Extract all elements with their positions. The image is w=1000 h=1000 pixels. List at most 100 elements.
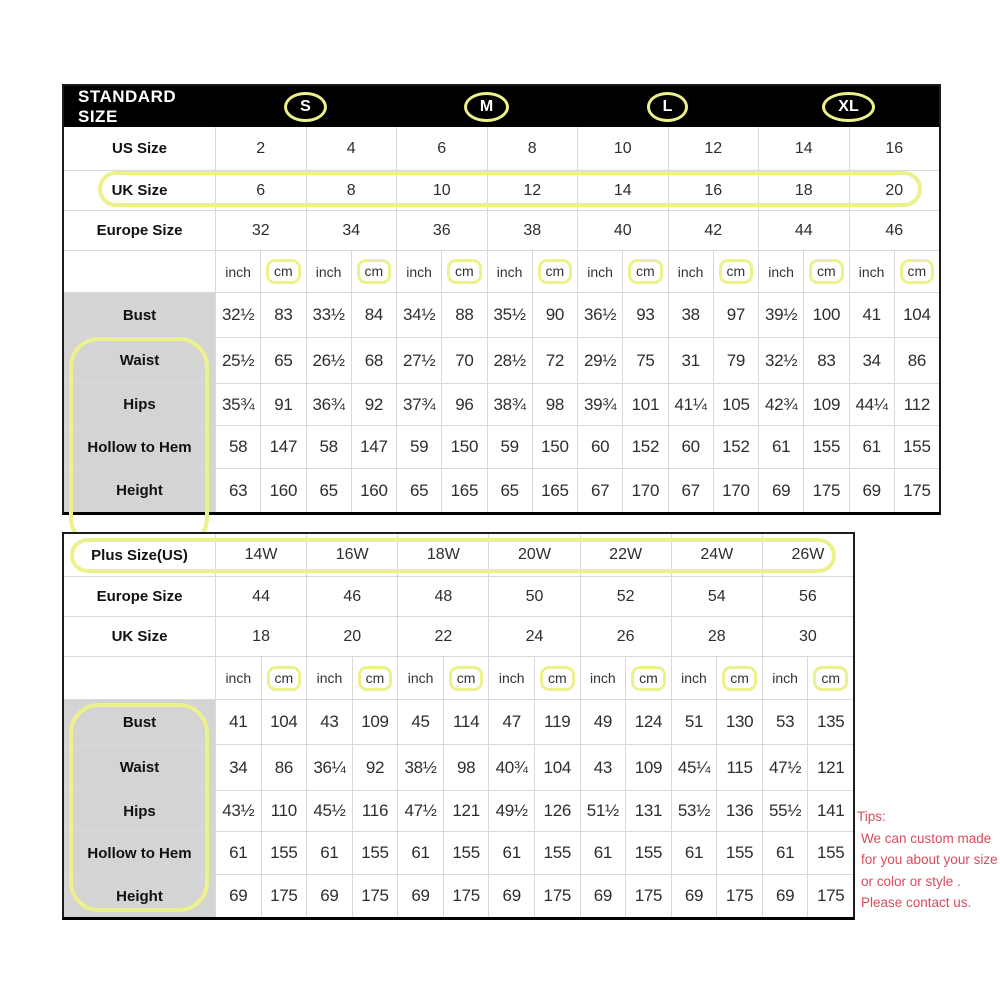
size-value-cell: 12 — [667, 127, 759, 170]
measure-row-label: Hollow to Hem — [64, 425, 215, 468]
unit-inch-cell: inch — [761, 656, 808, 699]
plus-size-table: Plus Size(US) 14W 16W 18W 20W 22W 24W 26W Europe… — [62, 532, 855, 920]
measure-value-cell: 36¾ — [305, 383, 351, 425]
measure-value-cell: 45 — [397, 699, 443, 744]
unit-cm-cell: cm — [807, 656, 853, 699]
standard-size-header: STANDARD SIZE S M L XL — [64, 86, 939, 127]
standard-size-grid: US Size 2 4 6 8 10 12 14 16 UK Size 6 8 10 12 14 16 18 20… — [64, 127, 939, 548]
measure-value-cell: 160 — [260, 468, 306, 512]
measure-value-cell: 38½ — [397, 744, 443, 790]
measure-value-cell: 155 — [260, 831, 307, 874]
measure-row-label: Height — [64, 468, 215, 512]
plus-size-grid: Plus Size(US) 14W 16W 18W 20W 22W 24W 26W Europe… — [64, 534, 853, 917]
unit-inch-cell: inch — [215, 250, 261, 292]
measure-value-cell: 59 — [486, 425, 532, 468]
size-value-cell: 36 — [396, 210, 487, 250]
measure-value-cell: 47 — [488, 699, 534, 744]
measure-value-cell: 69 — [758, 468, 804, 512]
measure-value-cell: 61 — [397, 831, 443, 874]
size-group-m: M — [396, 91, 577, 122]
size-value-cell: 48 — [397, 576, 489, 616]
measure-value-cell: 109 — [351, 699, 398, 744]
size-oval-s: S — [284, 91, 327, 122]
measure-value-cell: 79 — [712, 337, 758, 383]
size-value-cell: 14 — [577, 170, 668, 210]
measure-value-cell: 126 — [534, 790, 580, 831]
measure-value-cell: 150 — [441, 425, 487, 468]
measure-value-cell: 61 — [579, 831, 626, 874]
measure-value-cell: 100 — [803, 292, 849, 337]
cm-highlight-box: cm — [448, 665, 484, 691]
measure-value-cell: 152 — [712, 425, 758, 468]
unit-inch-cell: inch — [848, 250, 894, 292]
measure-value-cell: 39½ — [758, 292, 804, 337]
size-value-cell: 12 — [486, 170, 577, 210]
cm-highlight-box: cm — [628, 259, 663, 284]
size-value-cell: 18W — [397, 534, 488, 576]
tips-line-1: We can custom made — [861, 830, 992, 846]
measure-value-cell: 175 — [442, 874, 489, 917]
measure-value-cell: 39¾ — [577, 383, 623, 425]
measure-value-cell: 61 — [488, 831, 534, 874]
measure-row-label: Waist — [64, 337, 215, 383]
size-value-cell: 20 — [306, 616, 398, 656]
measure-value-cell: 65 — [486, 468, 532, 512]
size-value-cell: 28 — [670, 616, 762, 656]
size-value-cell: 50 — [488, 576, 580, 616]
measure-value-cell: 31 — [667, 337, 713, 383]
measure-value-cell: 92 — [351, 744, 398, 790]
measure-value-cell: 175 — [534, 874, 580, 917]
cm-highlight-box: cm — [899, 259, 935, 284]
cm-highlight-box: cm — [722, 665, 757, 691]
unit-cm-cell: cm — [351, 656, 398, 699]
size-value-cell: 18 — [758, 170, 849, 210]
measure-value-cell: 155 — [716, 831, 762, 874]
measure-value-cell: 155 — [803, 425, 849, 468]
unit-cm-cell: cm — [712, 250, 758, 292]
size-value-cell: 10 — [396, 170, 487, 210]
size-value-cell: 8 — [486, 127, 578, 170]
measure-value-cell: 83 — [803, 337, 849, 383]
measure-value-cell: 61 — [758, 425, 804, 468]
measure-value-cell: 45¼ — [670, 744, 717, 790]
unit-inch-cell: inch — [667, 250, 713, 292]
measure-value-cell: 67 — [667, 468, 713, 512]
tips-line-3: or color or style . — [861, 873, 961, 889]
unit-cm-cell: cm — [350, 250, 396, 292]
measure-value-cell: 25½ — [215, 337, 261, 383]
cm-highlight-box: cm — [447, 259, 482, 284]
size-value-cell: 42 — [667, 210, 758, 250]
cm-highlight-box: cm — [631, 665, 666, 691]
measure-row-label: Hips — [64, 790, 215, 831]
measure-value-cell: 59 — [396, 425, 442, 468]
measure-value-cell: 38¾ — [486, 383, 532, 425]
size-value-cell: 26W — [761, 534, 853, 576]
measure-value-cell: 86 — [893, 337, 939, 383]
size-value-cell: 4 — [305, 127, 397, 170]
measure-value-cell: 155 — [534, 831, 580, 874]
cm-highlight-box: cm — [539, 665, 575, 691]
measure-value-cell: 84 — [350, 292, 396, 337]
measure-value-cell: 155 — [442, 831, 489, 874]
unit-inch-cell: inch — [758, 250, 804, 292]
measure-value-cell: 109 — [803, 383, 849, 425]
size-value-cell: 2 — [215, 127, 306, 170]
measure-value-cell: 65 — [396, 468, 442, 512]
unit-inch-cell: inch — [397, 656, 443, 699]
measure-value-cell: 92 — [350, 383, 396, 425]
measure-value-cell: 175 — [351, 874, 398, 917]
size-value-cell: 16 — [667, 170, 758, 210]
tips-note: Tips: We can custom made for you about y… — [857, 806, 999, 914]
measure-value-cell: 60 — [577, 425, 623, 468]
measure-value-cell: 152 — [622, 425, 668, 468]
measure-value-cell: 44¼ — [848, 383, 894, 425]
cm-highlight-box: cm — [809, 259, 844, 284]
size-row-label: Plus Size(US) — [91, 546, 188, 564]
measure-value-cell: 69 — [670, 874, 717, 917]
measure-value-cell: 69 — [215, 874, 261, 917]
measure-value-cell: 72 — [531, 337, 577, 383]
measure-value-cell: 61 — [848, 425, 894, 468]
measure-row-label: Hips — [64, 383, 215, 425]
measure-value-cell: 51 — [670, 699, 717, 744]
size-value-cell: 20 — [848, 170, 939, 210]
